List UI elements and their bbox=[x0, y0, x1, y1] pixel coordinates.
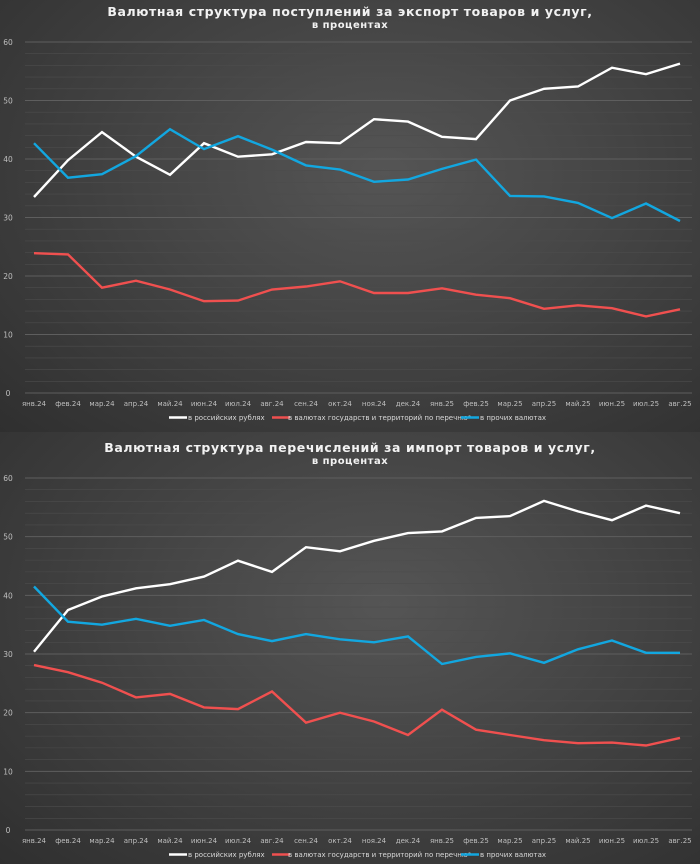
legend-label: в прочих валютах bbox=[480, 851, 546, 859]
series-line-listed bbox=[33, 252, 681, 318]
legend-label: в валютах государств и территорий по пер… bbox=[288, 414, 472, 422]
x-tick-label: апр.25 bbox=[532, 400, 556, 408]
series-line-other bbox=[33, 585, 680, 666]
series-line-rub bbox=[33, 62, 681, 198]
x-tick-label: май.24 bbox=[157, 837, 183, 845]
legend-label: в российских рублях bbox=[188, 414, 265, 422]
x-tick-label: авг.24 bbox=[260, 837, 284, 845]
y-tick-label: 20 bbox=[3, 709, 13, 718]
x-tick-label: сен.24 bbox=[294, 400, 318, 408]
x-tick-label: апр.25 bbox=[532, 837, 556, 845]
y-tick-label: 0 bbox=[6, 826, 11, 835]
x-tick-label: окт.24 bbox=[328, 400, 352, 408]
chart-subtitle: в процентах bbox=[311, 456, 389, 467]
x-tick-label: июн.25 bbox=[599, 400, 625, 408]
x-tick-label: ноя.24 bbox=[362, 400, 387, 408]
y-tick-label: 40 bbox=[3, 155, 13, 164]
import-chart-panel: Валютная структура перечислений за импор… bbox=[0, 432, 700, 864]
legend-label: в прочих валютах bbox=[480, 414, 546, 422]
x-tick-label: июл.25 bbox=[633, 837, 659, 845]
chart-title: Валютная структура перечислений за импор… bbox=[104, 440, 596, 455]
x-tick-label: дек.24 bbox=[396, 837, 421, 845]
x-tick-label: мар.25 bbox=[497, 837, 522, 845]
x-tick-label: авг.25 bbox=[668, 400, 691, 408]
x-tick-label: июл.24 bbox=[225, 837, 252, 845]
export-chart-panel: Валютная структура поступлений за экспор… bbox=[0, 0, 700, 432]
x-tick-label: май.25 bbox=[565, 837, 590, 845]
x-tick-label: мар.25 bbox=[497, 400, 522, 408]
x-tick-label: июл.24 bbox=[225, 400, 252, 408]
import-chart-plot: 0 10 20 30 40 50 60 янв.24 фев.24 мар.24 апр.24 май… bbox=[3, 474, 692, 859]
x-tick-label: июн.24 bbox=[191, 837, 218, 845]
x-tick-label: янв.25 bbox=[430, 400, 454, 408]
y-tick-label: 30 bbox=[3, 214, 13, 223]
x-tick-label: апр.24 bbox=[124, 400, 149, 408]
x-tick-label: фев.25 bbox=[463, 400, 489, 408]
y-tick-label: 50 bbox=[3, 97, 13, 106]
y-tick-label: 60 bbox=[3, 38, 13, 47]
x-tick-label: июн.25 bbox=[599, 837, 625, 845]
export-chart-plot: 0 10 20 30 40 50 60 янв.24 фев.24 мар.24 апр.24 май… bbox=[3, 38, 692, 422]
x-tick-label: май.24 bbox=[157, 400, 183, 408]
chart-title: Валютная структура поступлений за экспор… bbox=[107, 4, 593, 19]
x-tick-label: мар.24 bbox=[89, 400, 115, 408]
series-line-other bbox=[33, 127, 681, 223]
y-tick-label: 10 bbox=[3, 331, 13, 340]
y-tick-label: 10 bbox=[3, 767, 13, 776]
series-line-rub bbox=[33, 499, 681, 653]
x-tick-label: июн.24 bbox=[191, 400, 218, 408]
y-tick-label: 40 bbox=[3, 591, 13, 600]
chart-subtitle: в процентах bbox=[311, 20, 389, 31]
x-tick-label: янв.25 bbox=[430, 837, 454, 845]
x-tick-label: фев.25 bbox=[463, 837, 489, 845]
x-tick-label: май.25 bbox=[565, 400, 590, 408]
x-tick-label: дек.24 bbox=[396, 400, 421, 408]
series-line-listed bbox=[33, 663, 681, 747]
x-tick-label: янв.24 bbox=[22, 400, 47, 408]
y-tick-label: 30 bbox=[3, 650, 13, 659]
x-tick-label: фев.24 bbox=[55, 400, 81, 408]
x-tick-label: окт.24 bbox=[328, 837, 352, 845]
x-tick-label: апр.24 bbox=[124, 837, 149, 845]
x-tick-label: фев.24 bbox=[55, 837, 81, 845]
legend-label: в российских рублях bbox=[188, 851, 265, 859]
x-tick-label: авг.24 bbox=[260, 400, 284, 408]
y-tick-label: 0 bbox=[6, 389, 11, 398]
x-tick-label: сен.24 bbox=[294, 837, 318, 845]
y-tick-label: 20 bbox=[3, 272, 13, 281]
legend-label: в валютах государств и территорий по пер… bbox=[288, 851, 472, 859]
y-tick-label: 50 bbox=[3, 533, 13, 542]
x-tick-label: ноя.24 bbox=[362, 837, 387, 845]
x-tick-label: авг.25 bbox=[668, 837, 691, 845]
x-tick-label: янв.24 bbox=[22, 837, 47, 845]
y-tick-label: 60 bbox=[3, 474, 13, 483]
x-tick-label: мар.24 bbox=[89, 837, 115, 845]
x-tick-label: июл.25 bbox=[633, 400, 659, 408]
